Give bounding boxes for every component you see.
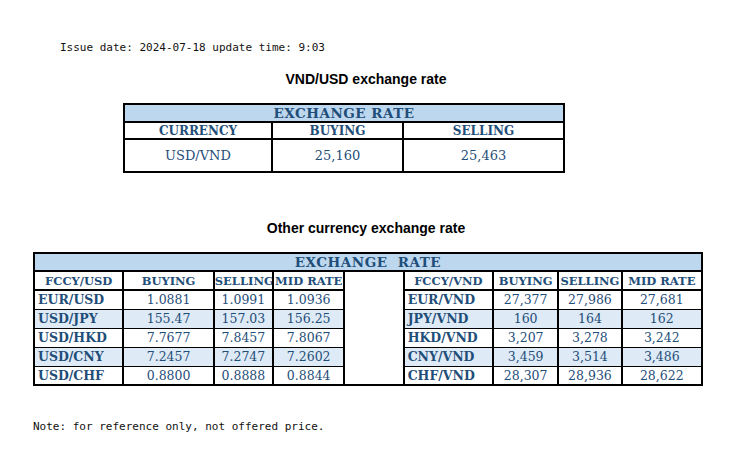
selling-value: 3,278 bbox=[558, 328, 621, 347]
column-header-mid-rate: MID RATE bbox=[273, 271, 344, 290]
table-title-row: EXCHANGE RATE bbox=[34, 253, 702, 271]
mid-rate-value: 0.8844 bbox=[273, 366, 344, 385]
selling-value: 157.03 bbox=[214, 309, 273, 328]
buying-value: 1.0881 bbox=[123, 290, 213, 309]
separator-column bbox=[344, 271, 403, 385]
buying-value: 7.2457 bbox=[123, 347, 213, 366]
mid-rate-value: 3,242 bbox=[622, 328, 702, 347]
buying-value: 28,307 bbox=[493, 366, 558, 385]
selling-value: 3,514 bbox=[558, 347, 621, 366]
mid-rate-value: 27,681 bbox=[622, 290, 702, 309]
buying-value: 25,160 bbox=[272, 139, 403, 172]
column-header-row: CURRENCY BUYING SELLING bbox=[124, 122, 564, 139]
column-header-fccy-usd: FCCY/USD bbox=[34, 271, 123, 290]
currency-pair: HKD/VND bbox=[404, 328, 493, 347]
mid-rate-value: 162 bbox=[622, 309, 702, 328]
currency-pair: USD/CNY bbox=[34, 347, 123, 366]
column-header-buying: BUYING bbox=[123, 271, 213, 290]
column-header-fccy-vnd: FCCY/VND bbox=[404, 271, 493, 290]
exchange-rate-document: Issue date: 2024-07-18 update time: 9:03… bbox=[0, 0, 732, 457]
exchange-rate-header: EXCHANGE RATE bbox=[34, 253, 702, 271]
column-header-currency: CURRENCY bbox=[124, 122, 272, 139]
column-header-mid-rate: MID RATE bbox=[622, 271, 702, 290]
column-header-row: FCCY/USD BUYING SELLING MID RATE FCCY/VN… bbox=[34, 271, 702, 290]
currency-pair: CHF/VND bbox=[404, 366, 493, 385]
currency-pair: USD/VND bbox=[124, 139, 272, 172]
table-row: USD/VND 25,160 25,463 bbox=[124, 139, 564, 172]
column-header-selling: SELLING bbox=[403, 122, 564, 139]
buying-value: 27,377 bbox=[493, 290, 558, 309]
currency-pair: JPY/VND bbox=[404, 309, 493, 328]
mid-rate-value: 7.2602 bbox=[273, 347, 344, 366]
issue-date-text: Issue date: 2024-07-18 update time: 9:03 bbox=[60, 41, 325, 54]
selling-value: 1.0991 bbox=[214, 290, 273, 309]
other-table-title: Other currency exchange rate bbox=[0, 220, 732, 236]
column-header-selling: SELLING bbox=[558, 271, 621, 290]
selling-value: 28,936 bbox=[558, 366, 621, 385]
other-currency-rate-table: EXCHANGE RATE FCCY/USD BUYING SELLING MI… bbox=[33, 252, 703, 386]
mid-rate-value: 156.25 bbox=[273, 309, 344, 328]
currency-pair: EUR/USD bbox=[34, 290, 123, 309]
mid-rate-value: 7.8067 bbox=[273, 328, 344, 347]
column-header-buying: BUYING bbox=[272, 122, 403, 139]
currency-pair: USD/HKD bbox=[34, 328, 123, 347]
currency-pair: USD/CHF bbox=[34, 366, 123, 385]
mid-rate-value: 1.0936 bbox=[273, 290, 344, 309]
exchange-rate-header: EXCHANGE RATE bbox=[124, 104, 564, 122]
currency-pair: EUR/VND bbox=[404, 290, 493, 309]
column-header-buying: BUYING bbox=[493, 271, 558, 290]
usd-table-title: VND/USD exchange rate bbox=[0, 71, 732, 87]
mid-rate-value: 3,486 bbox=[622, 347, 702, 366]
table-title-row: EXCHANGE RATE bbox=[124, 104, 564, 122]
usd-vnd-rate-table: EXCHANGE RATE CURRENCY BUYING SELLING US… bbox=[123, 103, 565, 173]
selling-value: 7.8457 bbox=[214, 328, 273, 347]
buying-value: 3,207 bbox=[493, 328, 558, 347]
selling-value: 164 bbox=[558, 309, 621, 328]
selling-value: 0.8888 bbox=[214, 366, 273, 385]
mid-rate-value: 28,622 bbox=[622, 366, 702, 385]
selling-value: 25,463 bbox=[403, 139, 564, 172]
buying-value: 0.8800 bbox=[123, 366, 213, 385]
note-text: Note: for reference only, not offered pr… bbox=[33, 420, 324, 433]
buying-value: 7.7677 bbox=[123, 328, 213, 347]
buying-value: 155.47 bbox=[123, 309, 213, 328]
buying-value: 3,459 bbox=[493, 347, 558, 366]
currency-pair: CNY/VND bbox=[404, 347, 493, 366]
selling-value: 27,986 bbox=[558, 290, 621, 309]
selling-value: 7.2747 bbox=[214, 347, 273, 366]
currency-pair: USD/JPY bbox=[34, 309, 123, 328]
buying-value: 160 bbox=[493, 309, 558, 328]
column-header-selling: SELLING bbox=[214, 271, 273, 290]
